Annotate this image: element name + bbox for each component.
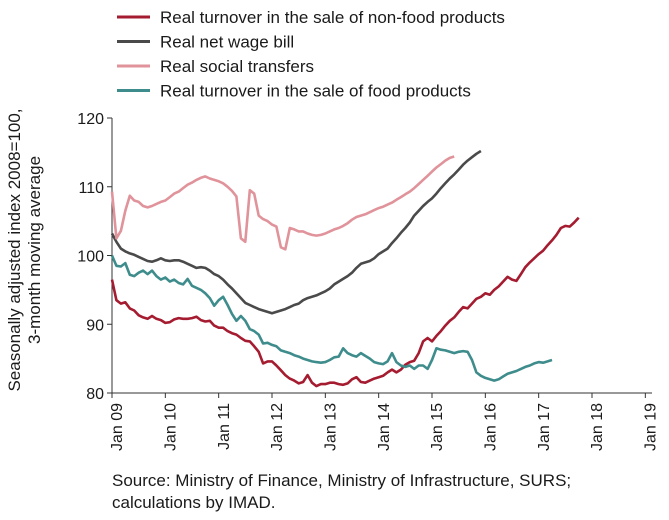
y-tick-label: 80 (86, 386, 104, 403)
y-tick-label: 120 (77, 111, 104, 128)
x-tick-label: Jan 16 (483, 403, 500, 451)
x-tick-label: Jan 14 (376, 403, 393, 451)
series-line-3 (110, 155, 455, 251)
y-axis-title-line-2: 3-month moving average (25, 156, 44, 344)
y-tick-label: 90 (86, 317, 104, 334)
y-tick-label: 100 (77, 249, 104, 266)
legend-label-2: Real net wage bill (160, 33, 294, 52)
x-tick-label: Jan 17 (536, 403, 553, 451)
x-tick-label: Jan 12 (269, 403, 286, 451)
series-line-1 (110, 216, 580, 388)
x-tick-label: Jan 10 (163, 403, 180, 451)
y-axis-title-line-1: Seasonally adjusted index 2008=100, (5, 108, 24, 391)
y-axis-title: Seasonally adjusted index 2008=100, 3-mon… (5, 108, 44, 391)
x-tick-label: Jan 13 (323, 403, 340, 451)
series-line-4 (110, 254, 553, 382)
chart-legend: Real turnover in the sale of non-food pr… (117, 8, 505, 101)
x-tick-label: Jan 15 (429, 403, 446, 451)
legend-label-3: Real social transfers (160, 57, 314, 76)
legend-label-1: Real turnover in the sale of non-food pr… (160, 8, 505, 27)
x-tick-label: Jan 09 (109, 403, 126, 451)
x-tick-label: Jan 11 (216, 403, 233, 450)
x-tick-label: Jan 18 (589, 403, 606, 451)
source-note: Source: Ministry of Finance, Ministry of… (112, 471, 572, 512)
x-tick-label: Jan 19 (643, 403, 660, 451)
plot-area: 80 90 100 110 120 Jan 09 Jan 10 Jan 11 Jan 12 Jan… (77, 111, 659, 451)
series-line-2 (110, 149, 482, 315)
legend-label-4: Real turnover in the sale of food produc… (160, 82, 471, 101)
y-tick-label: 110 (78, 180, 104, 197)
